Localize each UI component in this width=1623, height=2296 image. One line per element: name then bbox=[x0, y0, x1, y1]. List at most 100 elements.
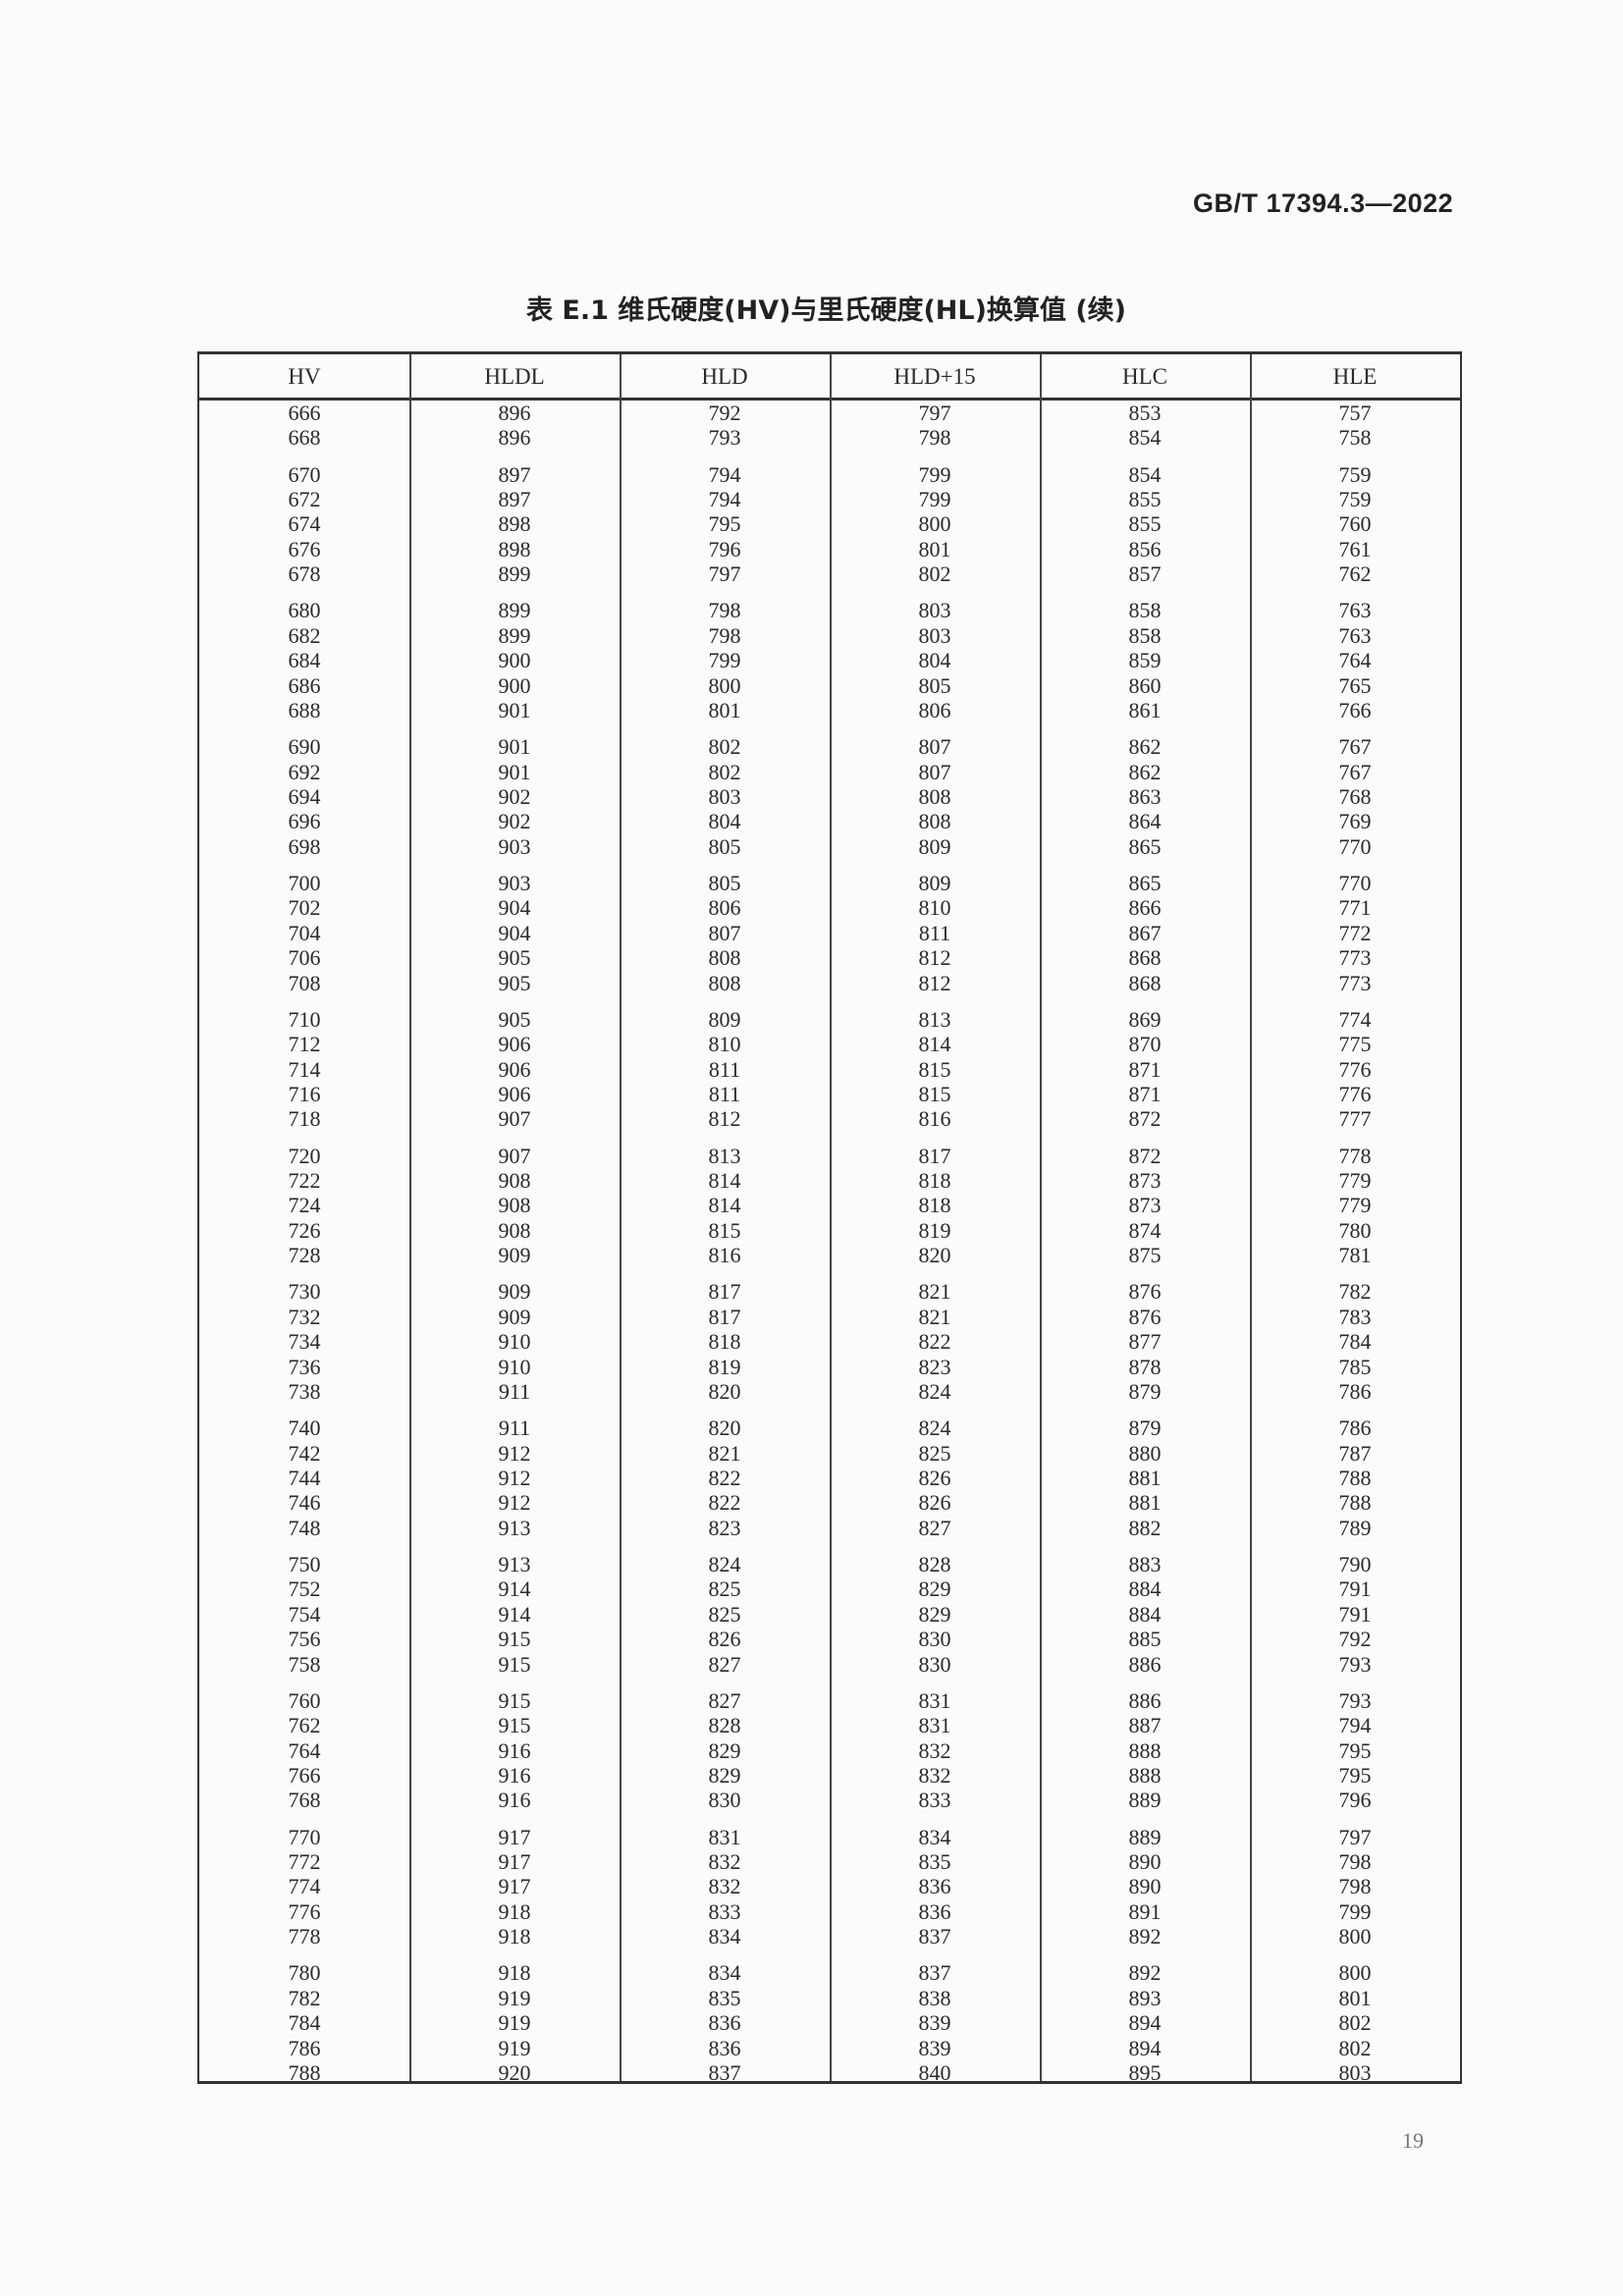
table-cell-hv: 754 bbox=[288, 1601, 321, 1627]
table-cell-hle: 762 bbox=[1338, 561, 1372, 587]
conversion-table: HV HLDL HLD HLD+15 HLC HLE 666 896 792 797 853 757 6… bbox=[197, 351, 1462, 2085]
table-cell-hv: 686 bbox=[288, 672, 321, 698]
table-cell-hle: 775 bbox=[1338, 1032, 1372, 1057]
table-cell-hldl: 919 bbox=[498, 1985, 531, 2010]
table-cell-hldplus15: 813 bbox=[918, 1006, 951, 1032]
table-cell-hldplus15: 825 bbox=[918, 1440, 951, 1466]
table-cell-hldl: 911 bbox=[498, 1415, 531, 1441]
table-cell-hle: 795 bbox=[1338, 1763, 1372, 1788]
table-cell-hle: 773 bbox=[1338, 970, 1372, 995]
table-cell-hldl: 898 bbox=[498, 511, 531, 537]
table-cell-hle: 758 bbox=[1338, 425, 1372, 451]
column-header: HLD bbox=[701, 364, 748, 389]
table-cell-hldplus15: 808 bbox=[918, 809, 951, 834]
table-cell-hld: 817 bbox=[708, 1279, 741, 1305]
table-cell-hlc: 854 bbox=[1128, 425, 1162, 451]
table-cell-hldplus15: 839 bbox=[918, 2035, 951, 2060]
table-cell-hldplus15: 832 bbox=[918, 1763, 951, 1788]
table-cell-hldl: 909 bbox=[498, 1243, 531, 1268]
table-cell-hlc: 867 bbox=[1128, 920, 1162, 945]
table-cell-hle: 786 bbox=[1338, 1379, 1372, 1404]
table-cell-hv: 768 bbox=[288, 1788, 321, 1813]
table-cell-hv: 766 bbox=[288, 1763, 321, 1788]
table-cell-hld: 834 bbox=[708, 1924, 741, 1949]
table-cell-hlc: 881 bbox=[1128, 1490, 1162, 1516]
table-cell-hle: 784 bbox=[1338, 1329, 1372, 1355]
table-cell-hle: 773 bbox=[1338, 945, 1372, 971]
table-cell-hle: 781 bbox=[1338, 1243, 1372, 1268]
table-cell-hv: 678 bbox=[288, 561, 321, 587]
table-cell-hldplus15: 819 bbox=[918, 1217, 951, 1243]
table-cell-hle: 768 bbox=[1338, 784, 1372, 809]
table-cell-hlc: 895 bbox=[1128, 2060, 1162, 2085]
table-cell-hv: 782 bbox=[288, 1985, 321, 2010]
table-cell-hld: 820 bbox=[708, 1415, 741, 1441]
table-cell-hldl: 912 bbox=[498, 1490, 531, 1516]
table-cell-hldl: 900 bbox=[498, 672, 531, 698]
table-cell-hld: 836 bbox=[708, 2035, 741, 2060]
table-cell-hv: 780 bbox=[288, 1960, 321, 1986]
table-cell-hldplus15: 824 bbox=[918, 1379, 951, 1404]
table-cell-hldplus15: 824 bbox=[918, 1415, 951, 1441]
table-cell-hld: 832 bbox=[708, 1849, 741, 1874]
table-cell-hld: 809 bbox=[708, 1006, 741, 1032]
table-cell-hld: 801 bbox=[708, 698, 741, 722]
table-cell-hv: 750 bbox=[288, 1552, 321, 1576]
table-cell-hv: 704 bbox=[288, 920, 321, 945]
table-cell-hldl: 910 bbox=[498, 1354, 531, 1379]
table-cell-hlc: 882 bbox=[1128, 1515, 1162, 1540]
table-cell-hldplus15: 806 bbox=[918, 698, 951, 722]
table-cell-hle: 779 bbox=[1338, 1193, 1372, 1218]
table-cell-hldplus15: 834 bbox=[918, 1824, 951, 1849]
table-cell-hle: 783 bbox=[1338, 1304, 1372, 1329]
table-cell-hld: 814 bbox=[708, 1168, 741, 1193]
table-cell-hle: 794 bbox=[1338, 1713, 1372, 1738]
table-cell-hld: 798 bbox=[708, 622, 741, 648]
table-cell-hlc: 857 bbox=[1128, 561, 1162, 587]
table-cell-hldplus15: 829 bbox=[918, 1601, 951, 1627]
table-cell-hle: 793 bbox=[1338, 1651, 1372, 1677]
table-cell-hle: 757 bbox=[1338, 400, 1372, 425]
column-divider bbox=[1250, 354, 1252, 2081]
table-cell-hv: 692 bbox=[288, 759, 321, 784]
table-cell-hle: 803 bbox=[1338, 2060, 1372, 2085]
table-cell-hlc: 858 bbox=[1128, 598, 1162, 623]
table-cell-hld: 829 bbox=[708, 1763, 741, 1788]
table-cell-hldl: 896 bbox=[498, 425, 531, 451]
table-cell-hldplus15: 831 bbox=[918, 1713, 951, 1738]
table-cell-hlc: 885 bbox=[1128, 1627, 1162, 1652]
table-cell-hld: 792 bbox=[708, 400, 741, 425]
table-cell-hle: 799 bbox=[1338, 1898, 1372, 1924]
table-cell-hldplus15: 807 bbox=[918, 759, 951, 784]
table-cell-hle: 761 bbox=[1338, 536, 1372, 561]
table-cell-hlc: 889 bbox=[1128, 1788, 1162, 1813]
table-cell-hv: 700 bbox=[288, 871, 321, 895]
table-cell-hlc: 880 bbox=[1128, 1440, 1162, 1466]
table-cell-hldplus15: 822 bbox=[918, 1329, 951, 1355]
table-cell-hld: 820 bbox=[708, 1379, 741, 1404]
table-cell-hlc: 862 bbox=[1128, 734, 1162, 760]
table-cell-hlc: 871 bbox=[1128, 1082, 1162, 1106]
table-cell-hld: 807 bbox=[708, 920, 741, 945]
table-cell-hle: 763 bbox=[1338, 622, 1372, 648]
table-cell-hld: 799 bbox=[708, 648, 741, 673]
table-cell-hle: 790 bbox=[1338, 1552, 1372, 1576]
table-cell-hldplus15: 801 bbox=[918, 536, 951, 561]
table-cell-hldplus15: 809 bbox=[918, 871, 951, 895]
table-cell-hle: 763 bbox=[1338, 598, 1372, 623]
table-cell-hle: 785 bbox=[1338, 1354, 1372, 1379]
table-cell-hle: 798 bbox=[1338, 1849, 1372, 1874]
table-cell-hlc: 863 bbox=[1128, 784, 1162, 809]
table-cell-hldl: 901 bbox=[498, 734, 531, 760]
table-cell-hv: 748 bbox=[288, 1515, 321, 1540]
table-cell-hlc: 875 bbox=[1128, 1243, 1162, 1268]
table-cell-hle: 777 bbox=[1338, 1106, 1372, 1132]
table-cell-hlc: 868 bbox=[1128, 970, 1162, 995]
table-cell-hv: 734 bbox=[288, 1329, 321, 1355]
table-cell-hld: 831 bbox=[708, 1824, 741, 1849]
column-header: HLC bbox=[1122, 364, 1167, 389]
table-cell-hv: 762 bbox=[288, 1713, 321, 1738]
column-divider bbox=[830, 354, 832, 2081]
table-cell-hlc: 859 bbox=[1128, 648, 1162, 673]
table-cell-hv: 732 bbox=[288, 1304, 321, 1329]
